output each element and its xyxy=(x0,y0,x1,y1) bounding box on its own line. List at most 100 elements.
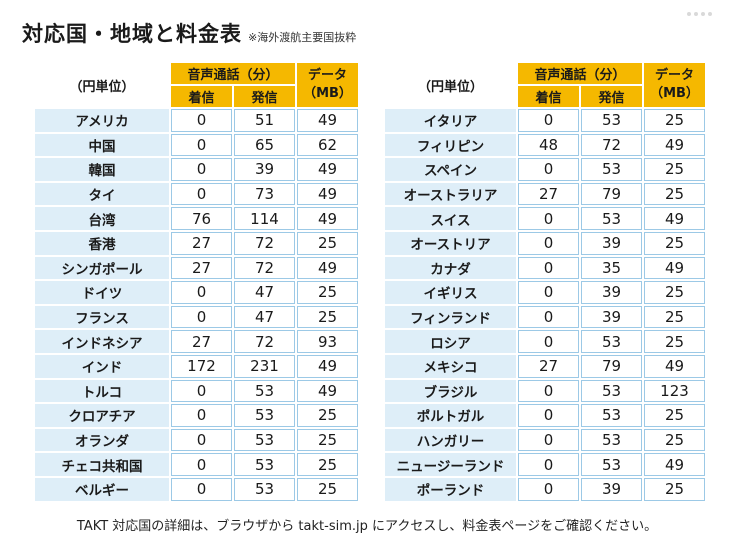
incoming-cell: 0 xyxy=(518,158,579,181)
data-header: データ （MB） xyxy=(297,63,358,107)
table-row: ドイツ 0 47 25 xyxy=(35,281,358,304)
data-cell: 49 xyxy=(644,354,705,378)
outgoing-cell: 39 xyxy=(581,231,642,255)
incoming-cell: 0 xyxy=(518,305,579,329)
outgoing-cell: 53 xyxy=(581,330,642,353)
outgoing-cell: 53 xyxy=(234,428,295,452)
incoming-cell: 0 xyxy=(518,109,579,132)
table-row: 台湾 76 114 49 xyxy=(35,207,358,230)
incoming-cell: 0 xyxy=(171,109,232,132)
data-cell: 49 xyxy=(297,354,358,378)
outgoing-cell: 53 xyxy=(581,379,642,403)
country-cell: ポルトガル xyxy=(385,404,516,427)
country-cell: オーストラリア xyxy=(385,182,516,206)
table-row: 韓国 0 39 49 xyxy=(35,158,358,181)
incoming-cell: 0 xyxy=(518,231,579,255)
table-row: フィンランド 0 39 25 xyxy=(385,305,705,329)
outgoing-cell: 53 xyxy=(581,453,642,476)
country-cell: インド xyxy=(35,354,169,378)
incoming-cell: 27 xyxy=(171,330,232,353)
incoming-cell: 0 xyxy=(518,404,579,427)
incoming-cell: 0 xyxy=(171,477,232,501)
incoming-cell: 0 xyxy=(171,379,232,403)
country-cell: オランダ xyxy=(35,428,169,452)
outgoing-cell: 72 xyxy=(581,133,642,157)
country-cell: ドイツ xyxy=(35,281,169,304)
country-cell: 台湾 xyxy=(35,207,169,230)
incoming-cell: 0 xyxy=(171,404,232,427)
voice-header: 音声通話（分） xyxy=(518,63,642,84)
incoming-cell: 0 xyxy=(171,182,232,206)
data-cell: 25 xyxy=(644,109,705,132)
table-row: メキシコ 27 79 49 xyxy=(385,354,705,378)
table-row: スイス 0 53 49 xyxy=(385,207,705,230)
table-row: トルコ 0 53 49 xyxy=(35,379,358,403)
outgoing-cell: 65 xyxy=(234,133,295,157)
outgoing-cell: 39 xyxy=(234,158,295,181)
dot xyxy=(687,12,691,16)
table-row: オーストリア 0 39 25 xyxy=(385,231,705,255)
data-cell: 25 xyxy=(297,453,358,476)
data-cell: 49 xyxy=(297,109,358,132)
table-row: チェコ共和国 0 53 25 xyxy=(35,453,358,476)
data-cell: 25 xyxy=(297,231,358,255)
data-cell: 25 xyxy=(644,477,705,501)
data-cell: 123 xyxy=(644,379,705,403)
data-cell: 25 xyxy=(644,281,705,304)
outgoing-cell: 53 xyxy=(234,453,295,476)
table-row: オランダ 0 53 25 xyxy=(35,428,358,452)
outgoing-cell: 53 xyxy=(581,404,642,427)
country-cell: オーストリア xyxy=(385,231,516,255)
data-cell: 49 xyxy=(297,158,358,181)
title-row: 対応国・地域と料金表 ※海外渡航主要国抜粋 xyxy=(22,18,356,48)
incoming-cell: 76 xyxy=(171,207,232,230)
outgoing-cell: 53 xyxy=(234,379,295,403)
country-cell: トルコ xyxy=(35,379,169,403)
table-row: カナダ 0 35 49 xyxy=(385,256,705,280)
data-header-line2: （MB） xyxy=(650,86,699,101)
rate-table-left-body: アメリカ 0 51 49 中国 0 65 62 韓国 0 39 49 タイ 0 73 49 台湾 76 114 49 香… xyxy=(35,109,358,501)
outgoing-cell: 39 xyxy=(581,281,642,304)
table-row: ポーランド 0 39 25 xyxy=(385,477,705,501)
incoming-cell: 0 xyxy=(518,330,579,353)
country-cell: インドネシア xyxy=(35,330,169,353)
table-row: スペイン 0 53 25 xyxy=(385,158,705,181)
table-row: ベルギー 0 53 25 xyxy=(35,477,358,501)
outgoing-cell: 35 xyxy=(581,256,642,280)
table-row: ニュージーランド 0 53 49 xyxy=(385,453,705,476)
data-header: データ （MB） xyxy=(644,63,705,107)
unit-label: （円単位） xyxy=(35,63,169,107)
outgoing-cell: 53 xyxy=(581,428,642,452)
table-row: ロシア 0 53 25 xyxy=(385,330,705,353)
country-cell: ポーランド xyxy=(385,477,516,501)
data-cell: 49 xyxy=(644,453,705,476)
table-row: インド 172 231 49 xyxy=(35,354,358,378)
outgoing-cell: 79 xyxy=(581,354,642,378)
country-cell: 中国 xyxy=(35,133,169,157)
data-header-line1: データ xyxy=(307,68,347,83)
footer-note: TAKT 対応国の詳細は、ブラウザから takt-sim.jp にアクセスし、料… xyxy=(76,519,658,534)
table-row: シンガポール 27 72 49 xyxy=(35,256,358,280)
incoming-header: 着信 xyxy=(518,86,579,107)
country-cell: シンガポール xyxy=(35,256,169,280)
country-cell: イギリス xyxy=(385,281,516,304)
data-cell: 25 xyxy=(297,281,358,304)
outgoing-cell: 72 xyxy=(234,256,295,280)
data-cell: 25 xyxy=(644,305,705,329)
table-row: フランス 0 47 25 xyxy=(35,305,358,329)
incoming-cell: 0 xyxy=(171,453,232,476)
data-cell: 25 xyxy=(644,404,705,427)
incoming-cell: 48 xyxy=(518,133,579,157)
rate-table-right: （円単位） 音声通話（分） データ （MB） 着信 発信 イタリア 0 53 25 フィ… xyxy=(383,61,707,503)
dot xyxy=(708,12,712,16)
outgoing-header: 発信 xyxy=(581,86,642,107)
outgoing-cell: 53 xyxy=(581,207,642,230)
data-cell: 49 xyxy=(297,182,358,206)
incoming-cell: 0 xyxy=(171,158,232,181)
outgoing-cell: 79 xyxy=(581,182,642,206)
data-header-line2: （MB） xyxy=(303,86,352,101)
incoming-cell: 0 xyxy=(171,133,232,157)
data-cell: 49 xyxy=(297,256,358,280)
country-cell: アメリカ xyxy=(35,109,169,132)
outgoing-cell: 53 xyxy=(234,404,295,427)
